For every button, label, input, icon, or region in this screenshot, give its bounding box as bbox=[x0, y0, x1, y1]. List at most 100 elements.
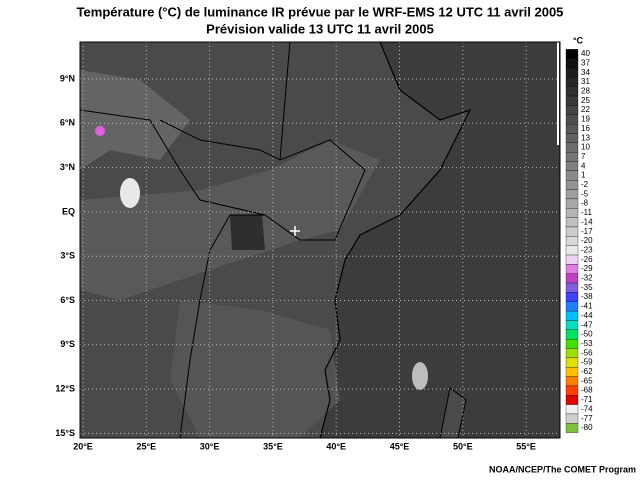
colorbar-label: 19 bbox=[581, 115, 590, 124]
longitude-label: 45°E bbox=[390, 441, 410, 451]
colorbar-label: -41 bbox=[581, 302, 593, 311]
map bbox=[79, 41, 561, 439]
colorbar-segment bbox=[565, 236, 579, 246]
colorbar: 4037343128252219161310741-2-5-8-11-14-17… bbox=[565, 49, 593, 433]
border bbox=[159, 119, 366, 439]
colorbar-segment bbox=[565, 367, 579, 377]
colorbar-label: -32 bbox=[581, 274, 593, 283]
longitude-label: 40°E bbox=[326, 441, 346, 451]
border bbox=[279, 41, 291, 161]
colorbar-label: 10 bbox=[581, 143, 590, 152]
colorbar-segment bbox=[565, 273, 579, 284]
colorbar-label: -47 bbox=[581, 320, 593, 329]
colorbar-segment bbox=[565, 189, 579, 200]
colorbar-segment bbox=[565, 329, 579, 340]
subtitle: Prévision valide 13 UTC 11 avril 2005 bbox=[206, 21, 434, 36]
colorbar-segment bbox=[565, 264, 579, 274]
latitude-label: 3°S bbox=[60, 251, 75, 261]
colorbar-label: 4 bbox=[581, 161, 586, 170]
colorbar-label: 31 bbox=[581, 77, 590, 86]
colorbar-segment bbox=[565, 198, 579, 209]
colorbar-segment bbox=[565, 217, 579, 228]
colorbar-segment bbox=[565, 254, 579, 265]
colorbar-segment bbox=[565, 320, 579, 330]
colorbar-label: 13 bbox=[581, 133, 590, 142]
colorbar-segment bbox=[565, 180, 579, 190]
longitude-label: 20°E bbox=[73, 441, 93, 451]
colorbar-label: -62 bbox=[581, 367, 593, 376]
colorbar-segment bbox=[565, 395, 579, 405]
longitude-label: 35°E bbox=[263, 441, 283, 451]
latitude-label: 6°N bbox=[60, 118, 75, 128]
colorbar-label: -23 bbox=[581, 245, 593, 254]
cloud bbox=[170, 300, 340, 438]
cold-cloud bbox=[95, 126, 105, 136]
colorbar-label: 25 bbox=[581, 96, 590, 105]
colorbar-segment bbox=[565, 385, 579, 396]
longitude-label: 55°E bbox=[516, 441, 536, 451]
colorbar-label: -56 bbox=[581, 348, 593, 357]
colorbar-label: -74 bbox=[581, 404, 593, 413]
colorbar-segment bbox=[565, 413, 579, 424]
colorbar-segment bbox=[565, 133, 579, 143]
colorbar-label: -59 bbox=[581, 358, 593, 367]
border bbox=[79, 109, 266, 216]
colorbar-label: -8 bbox=[581, 199, 589, 208]
colorbar-segment bbox=[565, 348, 579, 359]
colorbar-segment bbox=[565, 49, 579, 59]
colorbar-segment bbox=[565, 170, 579, 181]
latitude-label: 9°N bbox=[60, 73, 75, 83]
colorbar-segment bbox=[565, 301, 579, 312]
colorbar-segment bbox=[565, 86, 579, 97]
colorbar-label: -29 bbox=[581, 264, 593, 273]
longitude-label: 50°E bbox=[453, 441, 473, 451]
colorbar-label: -53 bbox=[581, 339, 593, 348]
colorbar-label: -65 bbox=[581, 376, 593, 385]
lake bbox=[230, 215, 265, 250]
colorbar-segment bbox=[565, 77, 579, 87]
colorbar-segment bbox=[565, 310, 579, 321]
colorbar-label: -26 bbox=[581, 255, 593, 264]
cloud bbox=[80, 70, 190, 170]
colorbar-segment bbox=[565, 114, 579, 125]
latitude-label: 12°S bbox=[55, 383, 75, 393]
coastline bbox=[319, 41, 472, 439]
colorbar-label: 34 bbox=[581, 68, 590, 77]
colorbar-label: 40 bbox=[581, 49, 590, 58]
colorbar-label: -35 bbox=[581, 283, 593, 292]
latitude-label: 9°S bbox=[60, 339, 75, 349]
map-frame bbox=[79, 41, 561, 439]
colorbar-segment bbox=[565, 245, 579, 256]
latitude-label: 6°S bbox=[60, 295, 75, 305]
colorbar-label: -50 bbox=[581, 330, 593, 339]
colorbar-label: -5 bbox=[581, 189, 589, 198]
colorbar-label: 1 bbox=[581, 171, 586, 180]
colorbar-segment bbox=[565, 152, 579, 162]
colorbar-label: 16 bbox=[581, 124, 590, 133]
colorbar-segment bbox=[565, 123, 579, 134]
colorbar-segment bbox=[565, 282, 579, 293]
colorbar-label: 7 bbox=[581, 152, 586, 161]
colorbar-segment bbox=[565, 357, 579, 368]
latitude-label: EQ bbox=[62, 206, 75, 216]
colorbar-label: 22 bbox=[581, 105, 590, 114]
longitude-label: 25°E bbox=[136, 441, 156, 451]
colorbar-segment bbox=[565, 95, 579, 106]
colorbar-label: -44 bbox=[581, 311, 593, 320]
colorbar-label: -17 bbox=[581, 227, 593, 236]
colorbar-segment bbox=[565, 226, 579, 237]
colorbar-label: -77 bbox=[581, 414, 593, 423]
colorbar-segment bbox=[565, 404, 579, 415]
colorbar-segment bbox=[565, 58, 579, 69]
colorbar-label: -68 bbox=[581, 386, 593, 395]
colorbar-label: 37 bbox=[581, 58, 590, 67]
colorbar-label: 28 bbox=[581, 87, 590, 96]
colorbar-label: -20 bbox=[581, 236, 593, 245]
colorbar-segment bbox=[565, 105, 579, 115]
colorbar-label: -38 bbox=[581, 292, 593, 301]
marker bbox=[290, 226, 300, 236]
colorbar-label: -2 bbox=[581, 180, 589, 189]
colorbar-segment bbox=[565, 423, 579, 433]
longitude-label: 30°E bbox=[200, 441, 220, 451]
